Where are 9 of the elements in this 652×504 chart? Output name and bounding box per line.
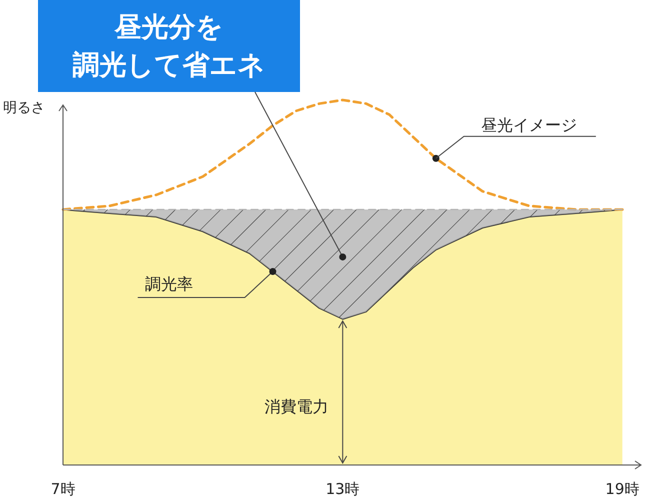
x-tick-label: 7時 (50, 480, 76, 498)
text: 昼光分を (114, 12, 224, 43)
annotation: 調光して省エネ (72, 50, 266, 81)
x-tick-label: 13時 (326, 480, 360, 498)
series-label: 消費電力 (264, 397, 329, 416)
x-tick-label: 19時 (605, 480, 640, 498)
y-axis-title: 明るさ (3, 100, 45, 116)
text: 昼光イメージ (480, 115, 577, 134)
annotation: 調光率 (144, 274, 193, 294)
